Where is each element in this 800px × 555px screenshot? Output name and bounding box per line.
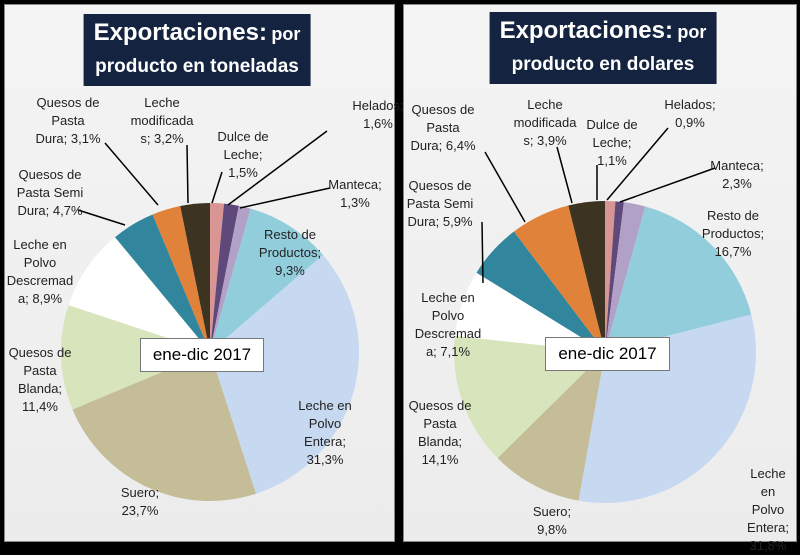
data-label-dulce-de-leche: Dulce de Leche; 1,5% bbox=[217, 129, 269, 180]
period-label-toneladas: ene-dic 2017 bbox=[140, 338, 264, 372]
chart-title-toneladas: Exportaciones: por producto en toneladas bbox=[83, 14, 311, 86]
pie-slice-suero bbox=[497, 352, 605, 501]
data-label-suero: Suero; 9,8% bbox=[532, 504, 572, 537]
period-label-dolares: ene-dic 2017 bbox=[545, 337, 670, 371]
leader-line bbox=[619, 167, 716, 203]
pie-slice-manteca bbox=[210, 205, 251, 352]
data-label-leche-modificadas: Leche modificada s; 3,9% bbox=[513, 97, 577, 148]
title-line2: producto en toneladas bbox=[95, 56, 299, 77]
data-label-suero: Suero; 23,7% bbox=[120, 485, 160, 518]
pie-slice-quesos-de-pasta-dura bbox=[513, 205, 605, 352]
pie-slice-quesos-de-pasta-blanda bbox=[60, 305, 210, 410]
title-rest: por bbox=[271, 24, 301, 44]
leader-line bbox=[481, 221, 484, 284]
pie-slice-helados bbox=[605, 201, 624, 352]
pie-slice-leche-en-polvo-descremada bbox=[454, 272, 605, 352]
pie-slice-suero bbox=[72, 352, 257, 502]
data-label-quesos-de-pasta-blanda: Quesos de Pasta Blanda; 14,1% bbox=[408, 398, 472, 467]
leader-line bbox=[77, 209, 126, 226]
pie-slice-helados bbox=[210, 203, 239, 352]
leader-line bbox=[239, 187, 331, 209]
data-label-leche-en-polvo-descremada: Leche en Polvo Descremad a; 8,9% bbox=[6, 237, 74, 306]
leader-line bbox=[227, 130, 328, 206]
data-label-manteca: Manteca; 1,3% bbox=[328, 177, 382, 210]
leader-line bbox=[556, 146, 573, 204]
leader-line bbox=[186, 144, 189, 204]
data-label-leche-en-polvo-entera: Leche en Polvo Entera; 31,8% bbox=[747, 466, 789, 553]
data-label-quesos-de-pasta-dura: Quesos de Pasta Dura; 6,4% bbox=[410, 102, 476, 153]
title-line2: producto en dolares bbox=[511, 54, 695, 75]
data-label-leche-modificadas: Leche modificada s; 3,2% bbox=[130, 95, 194, 146]
pie-slice-leche-en-polvo-entera bbox=[210, 254, 359, 494]
data-label-quesos-de-pasta-blanda: Quesos de Pasta Blanda; 11,4% bbox=[8, 345, 72, 414]
pie-slice-quesos-de-pasta-dura bbox=[152, 206, 210, 352]
pie-slice-resto-de-productos bbox=[210, 208, 323, 352]
data-label-manteca: Manteca; 2,3% bbox=[710, 158, 764, 191]
data-label-quesos-de-pasta-dura: Quesos de Pasta Dura; 3,1% bbox=[35, 95, 101, 146]
pie-slice-dulce-de-leche bbox=[210, 203, 225, 352]
leader-line bbox=[484, 151, 526, 223]
data-label-helados: Helados; 1,6% bbox=[352, 98, 404, 131]
title-main: Exportaciones: bbox=[93, 19, 267, 46]
pie-slice-manteca bbox=[605, 202, 646, 352]
data-label-resto-de-productos: Resto de Productos; 9,3% bbox=[258, 227, 322, 278]
data-label-quesos-de-pasta-semi-dura: Quesos de Pasta Semi Dura; 4,7% bbox=[16, 167, 84, 218]
data-label-resto-de-productos: Resto de Productos; 16,7% bbox=[701, 208, 765, 259]
pie-slice-leche-en-polvo-descremada bbox=[68, 237, 210, 352]
data-label-quesos-de-pasta-semi-dura: Quesos de Pasta Semi Dura; 5,9% bbox=[406, 178, 474, 229]
pie-slice-quesos-de-pasta-semi-dura bbox=[115, 214, 210, 352]
pie-slice-quesos-de-pasta-semi-dura bbox=[476, 231, 605, 352]
data-label-helados: Helados; 0,9% bbox=[664, 97, 716, 130]
leader-line bbox=[104, 142, 159, 206]
data-label-leche-en-polvo-descremada: Leche en Polvo Descremad a; 7,1% bbox=[414, 290, 482, 359]
pie-slice-leche-modificadas bbox=[180, 203, 210, 352]
data-label-leche-en-polvo-entera: Leche en Polvo Entera; 31,3% bbox=[298, 398, 352, 467]
chart-title-dolares: Exportaciones: por producto en dolares bbox=[489, 12, 717, 84]
data-label-dulce-de-leche: Dulce de Leche; 1,1% bbox=[586, 117, 638, 168]
pie-slice-leche-modificadas bbox=[568, 201, 605, 352]
title-rest: por bbox=[677, 22, 707, 42]
leader-line bbox=[606, 127, 669, 201]
pie-slice-resto-de-productos bbox=[605, 206, 752, 352]
pie-slice-dulce-de-leche bbox=[605, 201, 616, 352]
title-main: Exportaciones: bbox=[499, 17, 673, 44]
leader-line bbox=[211, 171, 223, 204]
